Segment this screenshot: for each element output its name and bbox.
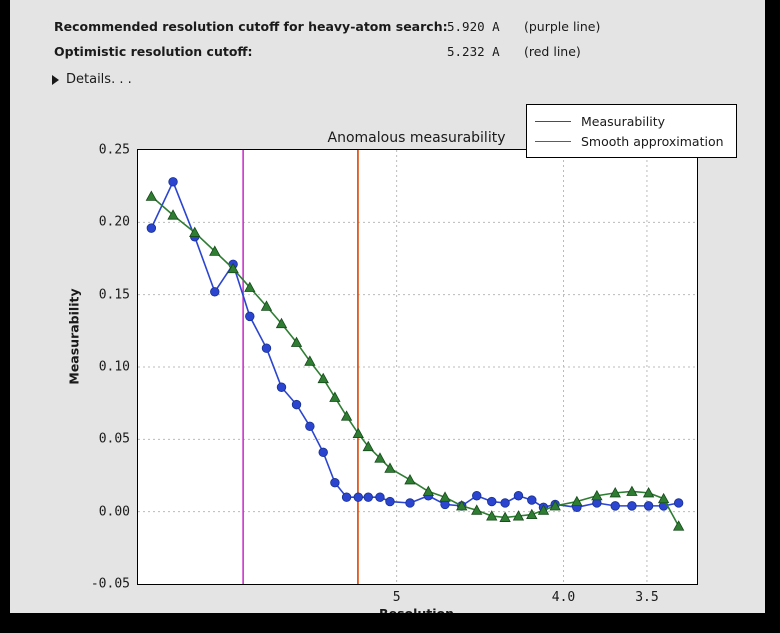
y-axis-tick-label: 0.00 <box>98 504 130 520</box>
y-axis-tick-label: 0.10 <box>98 359 130 375</box>
recommended-cutoff-row: Recommended resolution cutoff for heavy-… <box>54 19 600 34</box>
x-axis-tick-label: 4.0 <box>551 590 576 605</box>
y-axis-tick-label: 0.15 <box>98 287 130 303</box>
plot-area: -0.05 0.00 0.05 0.10 0.15 0.20 0.25 5 4.0 3.5 <box>91 143 698 605</box>
legend-swatch-measurability <box>535 120 571 122</box>
y-axis-tick-label: -0.05 <box>90 576 130 592</box>
legend-item-measurability: Measurability <box>535 111 724 131</box>
x-axis-tick-label: 5 <box>392 590 401 605</box>
plot-svg <box>138 150 697 584</box>
legend-label-measurability: Measurability <box>581 113 666 129</box>
optimistic-cutoff-note: (red line) <box>524 44 581 59</box>
window-content-panel: Recommended resolution cutoff for heavy-… <box>28 0 765 613</box>
x-axis-label: Resolution <box>137 606 696 613</box>
optimistic-cutoff-label: Optimistic resolution cutoff: <box>54 44 253 59</box>
legend-label-smooth-approximation: Smooth approximation <box>581 133 724 149</box>
legend-item-smooth-approximation: Smooth approximation <box>535 131 724 151</box>
triangle-right-icon <box>52 74 59 85</box>
legend-swatch-smooth-approximation <box>535 140 571 142</box>
chart-panel: Anomalous measurability Measurability Re… <box>38 97 755 613</box>
application-window: Recommended resolution cutoff for heavy-… <box>10 0 765 613</box>
optimistic-cutoff-value: 5.232 A <box>447 44 500 59</box>
y-axis-tick-label: 0.25 <box>98 142 130 158</box>
recommended-cutoff-value: 5.920 A <box>447 19 500 34</box>
recommended-cutoff-note: (purple line) <box>524 19 601 34</box>
y-axis-tick-label: 0.05 <box>98 431 130 447</box>
optimistic-cutoff-row: Optimistic resolution cutoff: 5.232 A (r… <box>54 44 581 59</box>
details-label: Details. . . <box>66 72 132 87</box>
chart-title: Anomalous measurability <box>327 130 506 146</box>
x-axis-tick-label: 3.5 <box>635 590 659 605</box>
y-axis-tick-label: 0.20 <box>98 214 130 230</box>
y-axis-label: Measurability <box>66 288 82 385</box>
chart-legend: Measurability Smooth approximation <box>526 104 737 158</box>
details-disclosure-button[interactable]: Details. . . <box>52 72 132 87</box>
recommended-cutoff-label: Recommended resolution cutoff for heavy-… <box>54 19 448 34</box>
